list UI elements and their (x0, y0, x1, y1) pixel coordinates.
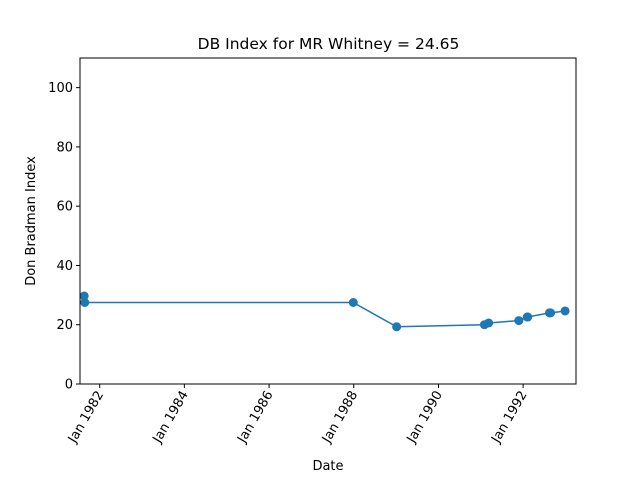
x-tick-label: Jan 1982 (65, 389, 107, 447)
y-axis: 0 20 40 60 80 100 (48, 81, 80, 393)
chart-title: DB Index for MR Whitney = 24.65 (198, 35, 460, 53)
x-tick-label: Jan 1986 (234, 389, 276, 447)
data-point (348, 298, 358, 307)
data-point (523, 312, 533, 322)
axes-frame (79, 57, 577, 385)
data-point (514, 316, 524, 326)
data-point (79, 291, 89, 301)
y-tick-label: 60 (56, 200, 73, 215)
y-tick-label: 100 (48, 81, 73, 96)
y-tick-label: 80 (56, 140, 73, 155)
x-tick-label: Jan 1988 (319, 389, 361, 447)
y-tick-label: 40 (56, 259, 73, 274)
data-point (484, 318, 494, 328)
x-tick-label: Jan 1992 (488, 389, 530, 447)
y-axis-label: Don Bradman Index (24, 156, 39, 286)
x-tick-label: Jan 1990 (404, 389, 446, 447)
plot-area (79, 291, 570, 332)
y-tick-label: 20 (56, 318, 73, 333)
data-point (546, 308, 556, 318)
data-point (560, 306, 570, 316)
x-axis: Jan 1982 Jan 1984 Jan 1986 Jan 1988 Jan 1990… (65, 384, 531, 446)
x-axis-label: Date (312, 459, 343, 474)
x-tick-label: Jan 1984 (150, 389, 192, 447)
y-tick-label: 0 (65, 378, 73, 393)
data-point (80, 298, 90, 307)
data-point (392, 322, 402, 332)
